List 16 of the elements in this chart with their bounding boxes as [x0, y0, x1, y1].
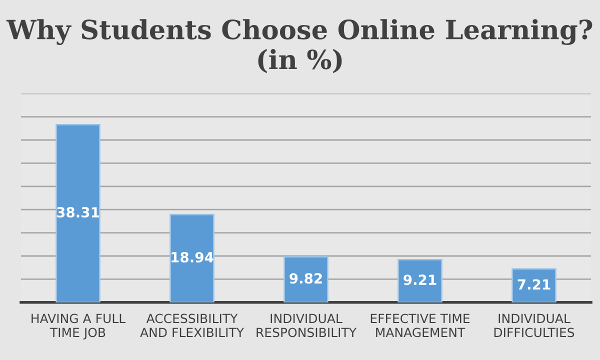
- x-tick-label: HAVING A FULL TIME JOB: [32, 314, 126, 340]
- chart-title: Why Students Choose Online Learning? (in %): [6, 19, 592, 74]
- bar: [56, 124, 100, 302]
- data-label: 18.94: [172, 252, 214, 262]
- data-label: 7.21: [518, 279, 550, 290]
- data-label: 9.21: [404, 274, 436, 286]
- bar: [170, 214, 214, 302]
- bar: [284, 256, 328, 302]
- bar: [512, 268, 556, 302]
- data-label: 9.82: [290, 273, 322, 284]
- x-tick-label: EFFECTIVE TIME MANAGEMENT: [370, 314, 470, 338]
- data-label: 38.31: [56, 207, 100, 218]
- x-tick-label: INDIVIDUAL RESPONSIBILITY: [256, 314, 357, 338]
- bar: [398, 258, 442, 302]
- x-tick-label: ACCESSIBILITY AND FLEXIBILITY: [140, 314, 244, 338]
- x-tick-label: INDIVIDUAL DIFFICULTIES: [494, 314, 574, 338]
